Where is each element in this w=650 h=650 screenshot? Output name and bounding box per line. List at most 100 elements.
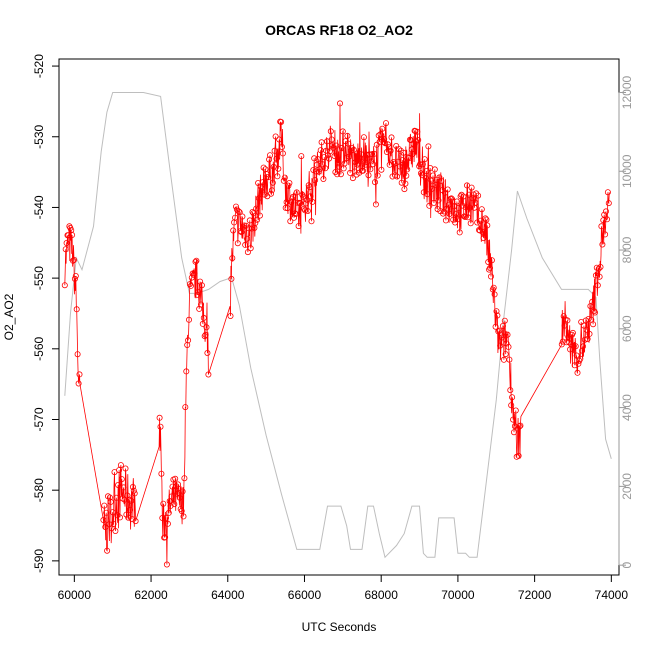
o2-point	[167, 502, 174, 509]
o2-point	[365, 172, 372, 179]
o2-point	[564, 317, 571, 324]
o2-point	[290, 214, 297, 221]
o2-point	[429, 172, 436, 179]
o2-point	[444, 186, 451, 193]
o2-point	[328, 136, 335, 143]
o2-point	[428, 177, 435, 184]
o2-point	[398, 179, 405, 186]
o2-point	[273, 155, 280, 162]
o2-point	[232, 203, 239, 210]
o2-point	[372, 201, 379, 208]
o2-point	[498, 334, 505, 341]
o2-point	[560, 313, 567, 320]
o2-point	[187, 282, 194, 289]
o2-point	[199, 320, 206, 327]
o2-point	[185, 337, 192, 344]
x-tick-label: 60000	[58, 588, 92, 602]
o2-point	[371, 179, 378, 186]
o2-point	[497, 342, 504, 349]
o2-point	[360, 134, 367, 141]
y-tick-label: -540	[32, 195, 46, 219]
o2-point	[250, 210, 257, 217]
o2-point	[310, 166, 317, 173]
o2-point	[176, 494, 183, 501]
o2-point	[436, 174, 443, 181]
o2-point	[118, 476, 125, 483]
o2-point	[577, 355, 584, 362]
o2-point	[157, 423, 164, 430]
right-y-tick-label: 4000	[620, 394, 634, 421]
o2-point	[592, 272, 599, 279]
y-tick-label: -530	[32, 124, 46, 148]
chart-title: ORCAS RF18 O2_AO2	[265, 22, 413, 38]
o2-point	[308, 218, 315, 225]
o2-point	[385, 144, 392, 151]
o2-point	[65, 232, 72, 239]
o2-point	[463, 204, 470, 211]
o2-point	[597, 263, 604, 270]
y-axis: -590 -580 -570 -560 -550 -540 -530 -520	[32, 54, 60, 573]
o2-point	[302, 200, 309, 207]
o2-point	[191, 270, 198, 277]
o2-point	[456, 229, 463, 236]
x-tick-label: 68000	[365, 588, 399, 602]
o2-point	[480, 235, 487, 242]
o2-point	[105, 521, 112, 528]
o2-point	[107, 498, 114, 505]
o2-point	[279, 150, 286, 157]
o2-point	[367, 166, 374, 173]
o2-point	[246, 217, 253, 224]
y-tick-label: -560	[32, 336, 46, 360]
o2-point	[125, 514, 132, 521]
o2-point	[569, 329, 576, 336]
o2-point	[129, 483, 136, 490]
o2-point	[510, 416, 517, 423]
o2-point	[382, 120, 389, 127]
altitude-line	[64, 92, 612, 559]
o2-point	[579, 347, 586, 354]
o2-point	[458, 191, 465, 198]
o2-point	[291, 210, 298, 217]
o2-point	[596, 273, 603, 280]
o2-point	[574, 369, 581, 376]
x-tick-label: 72000	[518, 588, 552, 602]
o2-point	[499, 322, 506, 329]
o2-point	[242, 241, 249, 248]
o2-point	[403, 172, 410, 179]
o2-point	[405, 155, 412, 162]
o2-point	[185, 316, 192, 323]
o2-point	[178, 507, 185, 514]
o2-point	[459, 202, 466, 209]
o2-point	[415, 136, 422, 143]
o2-point	[573, 352, 580, 359]
o2-point	[603, 208, 610, 215]
o2-point	[112, 528, 119, 535]
o2-point	[162, 514, 169, 521]
o2-point	[285, 182, 292, 189]
o2-point	[505, 343, 512, 350]
o2-point	[366, 151, 373, 158]
o2-point	[586, 330, 593, 337]
o2-point	[173, 483, 180, 490]
o2-point	[595, 265, 602, 272]
o2-point	[318, 139, 325, 146]
o2-point	[464, 214, 471, 221]
o2-point	[381, 136, 388, 143]
o2-point	[465, 191, 472, 198]
o2-point	[592, 309, 599, 316]
o2-point	[348, 145, 355, 152]
o2-point	[362, 161, 369, 168]
o2-point	[189, 270, 196, 277]
o2-point	[163, 561, 170, 568]
o2-point	[470, 191, 477, 198]
o2-point	[408, 146, 415, 153]
o2-point	[280, 177, 287, 184]
o2-point	[418, 171, 425, 178]
o2-point	[486, 264, 493, 271]
x-tick-label: 62000	[134, 588, 168, 602]
o2-point	[354, 161, 361, 168]
o2-point	[194, 291, 201, 298]
o2-point	[575, 360, 582, 367]
o2-point	[190, 271, 197, 278]
o2-point	[333, 142, 340, 149]
